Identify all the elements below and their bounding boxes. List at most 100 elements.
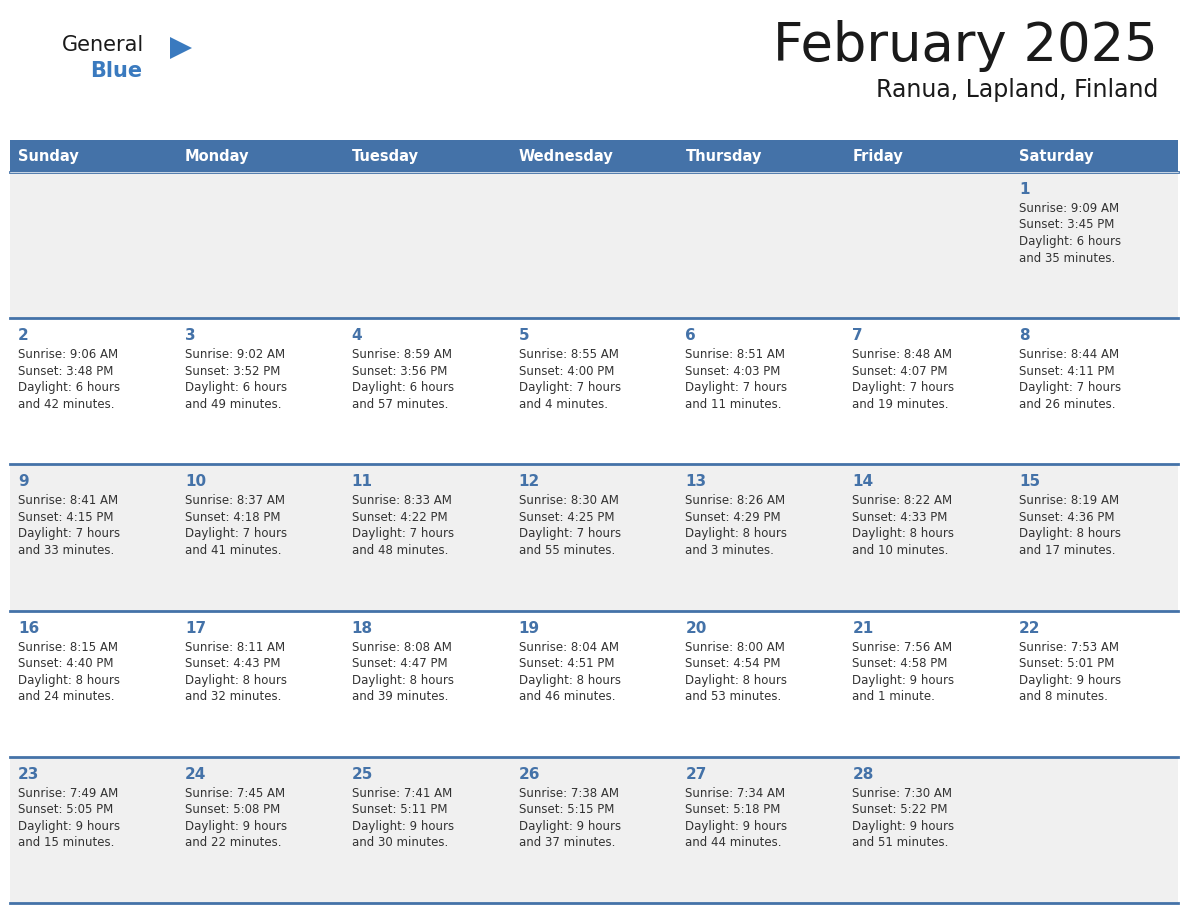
Bar bbox=[177, 465, 343, 610]
Text: Sunset: 4:47 PM: Sunset: 4:47 PM bbox=[352, 657, 448, 670]
Text: and 49 minutes.: and 49 minutes. bbox=[185, 397, 282, 410]
Bar bbox=[343, 610, 511, 756]
Text: and 24 minutes.: and 24 minutes. bbox=[18, 690, 114, 703]
Text: 7: 7 bbox=[852, 329, 862, 343]
Text: 22: 22 bbox=[1019, 621, 1041, 635]
Text: and 53 minutes.: and 53 minutes. bbox=[685, 690, 782, 703]
Text: Tuesday: Tuesday bbox=[352, 149, 418, 163]
Text: Sunset: 4:25 PM: Sunset: 4:25 PM bbox=[519, 511, 614, 524]
Bar bbox=[177, 610, 343, 756]
Text: and 15 minutes.: and 15 minutes. bbox=[18, 836, 114, 849]
Text: Sunset: 5:18 PM: Sunset: 5:18 PM bbox=[685, 803, 781, 816]
Bar bbox=[10, 756, 177, 903]
Text: Sunrise: 8:00 AM: Sunrise: 8:00 AM bbox=[685, 641, 785, 654]
Text: Sunrise: 8:11 AM: Sunrise: 8:11 AM bbox=[185, 641, 285, 654]
Bar bbox=[177, 319, 343, 465]
Text: 12: 12 bbox=[519, 475, 539, 489]
Text: 8: 8 bbox=[1019, 329, 1030, 343]
Text: Daylight: 7 hours: Daylight: 7 hours bbox=[18, 528, 120, 541]
Text: Sunrise: 7:45 AM: Sunrise: 7:45 AM bbox=[185, 787, 285, 800]
Text: Daylight: 9 hours: Daylight: 9 hours bbox=[685, 820, 788, 833]
Text: Sunrise: 8:51 AM: Sunrise: 8:51 AM bbox=[685, 348, 785, 361]
Text: Daylight: 9 hours: Daylight: 9 hours bbox=[18, 820, 120, 833]
Text: 26: 26 bbox=[519, 767, 541, 782]
Text: Daylight: 8 hours: Daylight: 8 hours bbox=[852, 528, 954, 541]
Text: Sunrise: 7:34 AM: Sunrise: 7:34 AM bbox=[685, 787, 785, 800]
Text: 5: 5 bbox=[519, 329, 529, 343]
Bar bbox=[845, 756, 1011, 903]
Text: Daylight: 8 hours: Daylight: 8 hours bbox=[1019, 528, 1121, 541]
Text: Daylight: 9 hours: Daylight: 9 hours bbox=[1019, 674, 1121, 687]
Text: Sunset: 4:00 PM: Sunset: 4:00 PM bbox=[519, 364, 614, 377]
Text: Daylight: 6 hours: Daylight: 6 hours bbox=[1019, 235, 1121, 248]
Text: and 4 minutes.: and 4 minutes. bbox=[519, 397, 607, 410]
Text: 20: 20 bbox=[685, 621, 707, 635]
Text: Sunset: 4:43 PM: Sunset: 4:43 PM bbox=[185, 657, 280, 670]
Text: Sunrise: 8:37 AM: Sunrise: 8:37 AM bbox=[185, 495, 285, 508]
Text: and 37 minutes.: and 37 minutes. bbox=[519, 836, 615, 849]
Text: Daylight: 9 hours: Daylight: 9 hours bbox=[852, 820, 954, 833]
Bar bbox=[511, 319, 677, 465]
Text: and 51 minutes.: and 51 minutes. bbox=[852, 836, 949, 849]
Text: Sunset: 4:29 PM: Sunset: 4:29 PM bbox=[685, 511, 781, 524]
Text: 21: 21 bbox=[852, 621, 873, 635]
Text: Sunset: 5:05 PM: Sunset: 5:05 PM bbox=[18, 803, 113, 816]
Bar bbox=[177, 140, 343, 172]
Text: Sunrise: 7:30 AM: Sunrise: 7:30 AM bbox=[852, 787, 953, 800]
Text: Sunset: 4:33 PM: Sunset: 4:33 PM bbox=[852, 511, 948, 524]
Text: Sunrise: 9:09 AM: Sunrise: 9:09 AM bbox=[1019, 202, 1119, 215]
Bar bbox=[1011, 465, 1178, 610]
Bar bbox=[10, 172, 177, 319]
Text: Thursday: Thursday bbox=[685, 149, 762, 163]
Bar bbox=[177, 756, 343, 903]
Text: Daylight: 9 hours: Daylight: 9 hours bbox=[852, 674, 954, 687]
Bar bbox=[511, 610, 677, 756]
Text: and 55 minutes.: and 55 minutes. bbox=[519, 543, 615, 557]
Text: Daylight: 7 hours: Daylight: 7 hours bbox=[852, 381, 954, 394]
Bar bbox=[343, 756, 511, 903]
Bar bbox=[677, 465, 845, 610]
Text: Sunset: 3:48 PM: Sunset: 3:48 PM bbox=[18, 364, 113, 377]
Text: and 22 minutes.: and 22 minutes. bbox=[185, 836, 282, 849]
Text: Sunset: 3:56 PM: Sunset: 3:56 PM bbox=[352, 364, 447, 377]
Text: 28: 28 bbox=[852, 767, 873, 782]
Text: and 46 minutes.: and 46 minutes. bbox=[519, 690, 615, 703]
Bar bbox=[10, 140, 177, 172]
Bar bbox=[1011, 172, 1178, 319]
Text: Sunset: 4:22 PM: Sunset: 4:22 PM bbox=[352, 511, 448, 524]
Text: Daylight: 8 hours: Daylight: 8 hours bbox=[185, 674, 286, 687]
Text: Sunrise: 7:41 AM: Sunrise: 7:41 AM bbox=[352, 787, 451, 800]
Text: 27: 27 bbox=[685, 767, 707, 782]
Bar bbox=[677, 756, 845, 903]
Text: and 30 minutes.: and 30 minutes. bbox=[352, 836, 448, 849]
Text: Daylight: 7 hours: Daylight: 7 hours bbox=[185, 528, 287, 541]
Text: Sunrise: 9:06 AM: Sunrise: 9:06 AM bbox=[18, 348, 118, 361]
Text: 4: 4 bbox=[352, 329, 362, 343]
Text: Blue: Blue bbox=[90, 61, 143, 81]
Text: Sunrise: 8:33 AM: Sunrise: 8:33 AM bbox=[352, 495, 451, 508]
Bar bbox=[845, 465, 1011, 610]
Bar bbox=[10, 319, 177, 465]
Text: Daylight: 7 hours: Daylight: 7 hours bbox=[519, 381, 620, 394]
Text: February 2025: February 2025 bbox=[773, 20, 1158, 72]
Text: 10: 10 bbox=[185, 475, 206, 489]
Bar bbox=[677, 140, 845, 172]
Text: Sunset: 5:01 PM: Sunset: 5:01 PM bbox=[1019, 657, 1114, 670]
Bar bbox=[845, 172, 1011, 319]
Text: and 3 minutes.: and 3 minutes. bbox=[685, 543, 775, 557]
Text: Sunrise: 7:56 AM: Sunrise: 7:56 AM bbox=[852, 641, 953, 654]
Text: Sunset: 4:18 PM: Sunset: 4:18 PM bbox=[185, 511, 280, 524]
Text: and 26 minutes.: and 26 minutes. bbox=[1019, 397, 1116, 410]
Text: and 19 minutes.: and 19 minutes. bbox=[852, 397, 949, 410]
Text: Sunset: 3:45 PM: Sunset: 3:45 PM bbox=[1019, 218, 1114, 231]
Text: 3: 3 bbox=[185, 329, 196, 343]
Text: 17: 17 bbox=[185, 621, 206, 635]
Text: Sunrise: 9:02 AM: Sunrise: 9:02 AM bbox=[185, 348, 285, 361]
Text: 23: 23 bbox=[18, 767, 39, 782]
Text: 6: 6 bbox=[685, 329, 696, 343]
Text: 24: 24 bbox=[185, 767, 207, 782]
Bar bbox=[1011, 319, 1178, 465]
Text: Sunrise: 8:08 AM: Sunrise: 8:08 AM bbox=[352, 641, 451, 654]
Text: 9: 9 bbox=[18, 475, 29, 489]
Text: Sunset: 4:58 PM: Sunset: 4:58 PM bbox=[852, 657, 948, 670]
